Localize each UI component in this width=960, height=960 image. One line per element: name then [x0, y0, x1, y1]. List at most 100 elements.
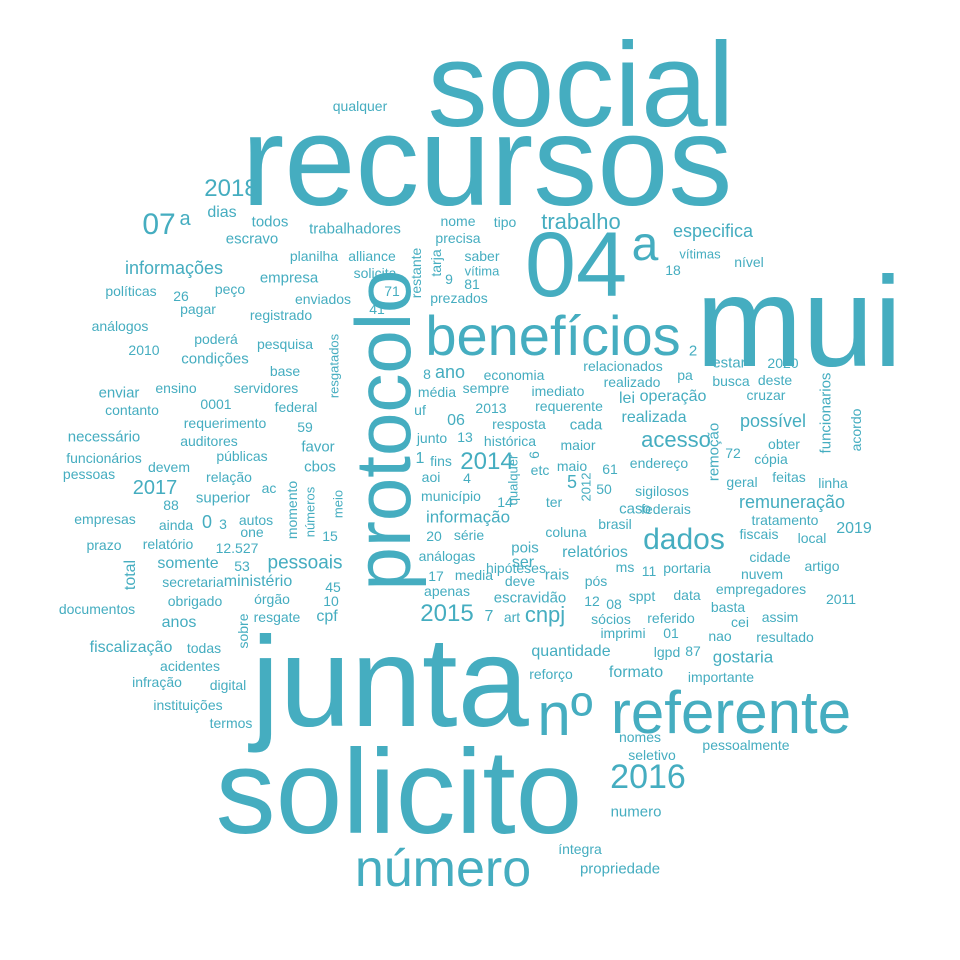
word: funcionários: [66, 450, 142, 466]
word: restante: [408, 247, 424, 299]
word: 72: [725, 445, 741, 461]
word: tipo: [493, 214, 517, 230]
word: 9: [445, 271, 453, 287]
word: importante: [687, 669, 755, 685]
word: art: [503, 609, 521, 625]
word: pós: [584, 573, 608, 589]
word: fiscalização: [89, 639, 173, 656]
word: relatórios: [562, 544, 628, 561]
word: trabalho: [541, 209, 621, 234]
word: registrado: [249, 307, 313, 323]
word: remuneração: [738, 492, 846, 512]
word: referente: [610, 679, 852, 746]
word: economia: [483, 367, 545, 383]
word: lgpd: [653, 644, 681, 660]
word: dias: [207, 204, 237, 221]
word: nº: [537, 681, 593, 748]
word: ser: [511, 554, 535, 571]
word: 12: [584, 593, 600, 609]
word: condições: [181, 350, 249, 368]
word: escravidão: [493, 589, 567, 607]
word: rais: [544, 566, 570, 584]
word: ms: [615, 559, 635, 575]
word: estar: [712, 354, 746, 372]
word: 41: [369, 301, 385, 317]
word: termos: [209, 715, 253, 731]
word: especifica: [672, 221, 754, 241]
word: cruzar: [746, 387, 786, 403]
word: série: [453, 527, 485, 543]
word: gostaria: [712, 647, 774, 667]
word: informação: [425, 507, 511, 527]
word: 18: [665, 262, 681, 278]
word: vítima: [464, 263, 500, 279]
word: 2012: [578, 472, 594, 502]
word: imediato: [531, 383, 585, 399]
word: devem: [147, 459, 191, 475]
word: realizado: [603, 374, 661, 390]
word: uf: [414, 402, 426, 418]
word: 17: [428, 568, 444, 584]
word: obrigado: [167, 593, 223, 609]
word: reforço: [529, 666, 573, 682]
word: resgatados: [326, 333, 342, 399]
word: 8: [423, 366, 431, 382]
word: sigilosos: [635, 483, 689, 499]
word: 4: [463, 470, 471, 486]
word: federais: [641, 501, 691, 517]
word: meio: [330, 489, 346, 519]
word: 45: [325, 579, 341, 595]
word: nao: [708, 628, 732, 644]
word: órgão: [254, 591, 290, 607]
word: 2010: [128, 342, 160, 358]
word: 50: [596, 481, 612, 497]
word: social: [427, 18, 735, 152]
word: feitas: [772, 469, 806, 485]
word: 26: [173, 288, 189, 304]
word: relação: [206, 469, 252, 485]
word: saber: [464, 248, 500, 264]
word: junta: [251, 611, 529, 754]
word: 61: [602, 461, 618, 477]
word: 07: [142, 208, 176, 241]
word: sempre: [462, 380, 510, 396]
word: obter: [768, 436, 800, 452]
word: públicas: [216, 448, 268, 464]
word: caso: [619, 500, 651, 518]
word: empresa: [259, 269, 319, 287]
word: mui: [695, 251, 903, 394]
word: a: [631, 218, 659, 271]
word: precisa: [435, 230, 481, 246]
word: 13: [457, 429, 473, 445]
word: 3: [219, 516, 227, 532]
word: média: [417, 384, 457, 400]
word: resgate: [253, 609, 301, 625]
word: pagar: [180, 301, 216, 317]
word: nuvem: [740, 566, 784, 582]
word: trabalhadores: [309, 220, 401, 238]
word: 6: [526, 451, 542, 459]
word: maior: [560, 437, 596, 453]
word: federal: [274, 399, 318, 415]
word: 12.527: [215, 540, 259, 556]
word: junto: [416, 430, 448, 446]
word: coluna: [545, 524, 587, 540]
word: formato: [608, 664, 664, 681]
word: fiscais: [739, 526, 779, 542]
word: funcionarios: [817, 372, 835, 454]
word: realizada: [621, 409, 687, 426]
word: 06: [447, 412, 465, 429]
word: deste: [757, 372, 793, 388]
word: acordo: [848, 408, 864, 452]
word: tarja: [428, 249, 444, 277]
word: alliance: [348, 248, 396, 264]
word: poderá: [194, 331, 238, 347]
word: números: [302, 486, 318, 538]
word: referido: [647, 610, 695, 626]
word: acesso: [641, 427, 711, 452]
word: contanto: [105, 402, 159, 418]
word: escravo: [225, 230, 279, 248]
word: superior: [195, 489, 251, 507]
word: infração: [132, 674, 182, 690]
word: 59: [297, 419, 313, 435]
